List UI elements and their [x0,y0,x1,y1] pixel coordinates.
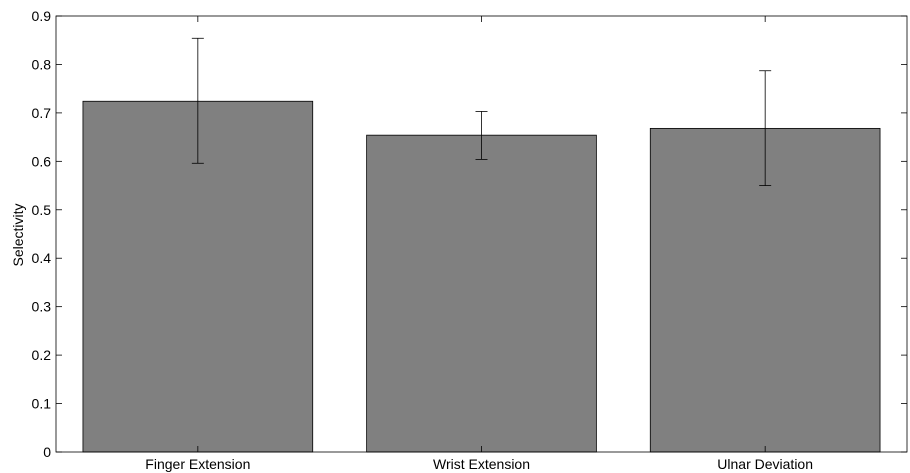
bar-2 [366,134,597,453]
x-tick-label-1: Finger Extension [145,456,250,472]
y-tick-label: 0.6 [32,153,52,169]
axes-layer [55,15,908,453]
error-bars-layer [191,37,772,186]
error-bar-1 [191,37,204,164]
axes-box [55,15,908,453]
y-tick-label: 0 [43,444,51,460]
y-axis-label: Selectivity [10,203,26,266]
y-tick-label: 0.8 [32,56,52,72]
y-tick-label: 0.7 [32,105,52,121]
y-tick-label: 0.1 [32,396,52,412]
error-bar-2 [475,111,488,160]
error-bar-3 [759,70,772,186]
y-tick-label: 0.2 [32,347,52,363]
labels-layer: Finger Extension Wrist Extension Ulnar Dev… [32,8,813,472]
y-tick-label: 0.3 [32,299,52,315]
x-tick-label-3: Ulnar Deviation [717,456,813,472]
x-tick-label-2: Wrist Extension [433,456,530,472]
y-tick-label: 0.9 [32,8,52,24]
y-tick-label: 0.5 [32,202,52,218]
y-tick-label: 0.4 [32,250,52,266]
